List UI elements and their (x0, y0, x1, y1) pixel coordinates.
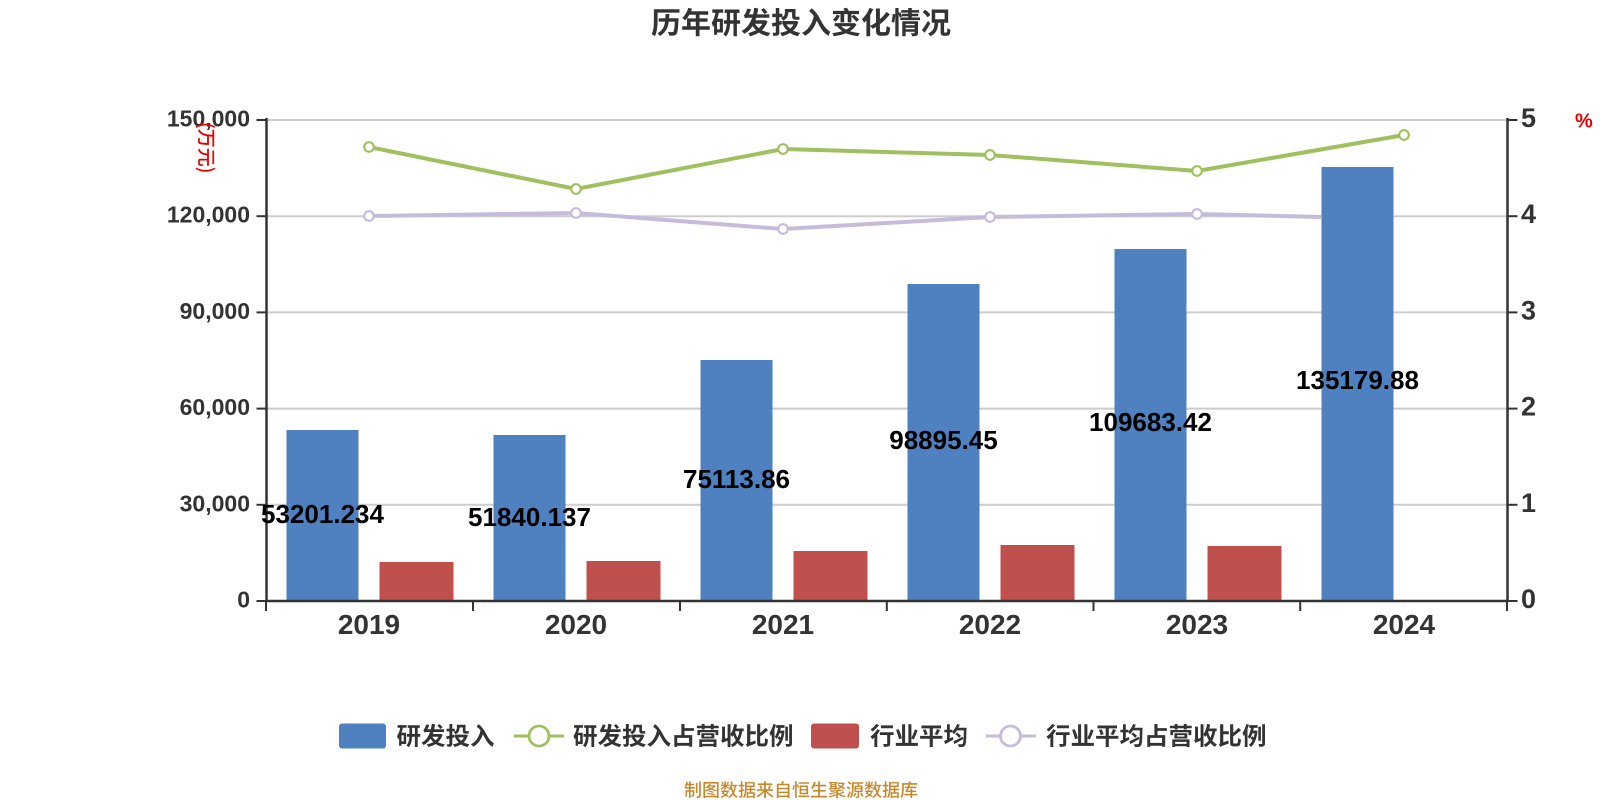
svg-text:1: 1 (1521, 488, 1536, 518)
svg-text:98895.45: 98895.45 (889, 425, 997, 455)
svg-text:2022: 2022 (959, 609, 1021, 640)
svg-text:2021: 2021 (752, 609, 814, 640)
svg-text:2019: 2019 (338, 609, 400, 640)
svg-text:2020: 2020 (545, 609, 607, 640)
svg-text:0: 0 (237, 587, 250, 613)
svg-text:90,000: 90,000 (180, 298, 250, 324)
svg-text:2: 2 (1521, 392, 1536, 422)
svg-text:2024: 2024 (1373, 609, 1436, 640)
svg-text:75113.86: 75113.86 (683, 464, 790, 494)
svg-text:%: % (1575, 111, 1593, 133)
svg-text:4: 4 (1521, 199, 1536, 229)
svg-text:0: 0 (1521, 584, 1536, 614)
svg-text:30,000: 30,000 (180, 490, 250, 516)
svg-text:2023: 2023 (1166, 609, 1228, 640)
svg-text:60,000: 60,000 (180, 394, 250, 420)
svg-text:135179.88: 135179.88 (1296, 365, 1419, 395)
svg-text:109683.42: 109683.42 (1089, 407, 1212, 437)
svg-text:150,000: 150,000 (167, 106, 250, 132)
svg-text:53201.234: 53201.234 (261, 499, 384, 529)
svg-text:5: 5 (1521, 103, 1536, 133)
svg-text:51840.137: 51840.137 (468, 502, 591, 532)
svg-text:120,000: 120,000 (167, 202, 250, 228)
svg-text:3: 3 (1521, 295, 1536, 325)
